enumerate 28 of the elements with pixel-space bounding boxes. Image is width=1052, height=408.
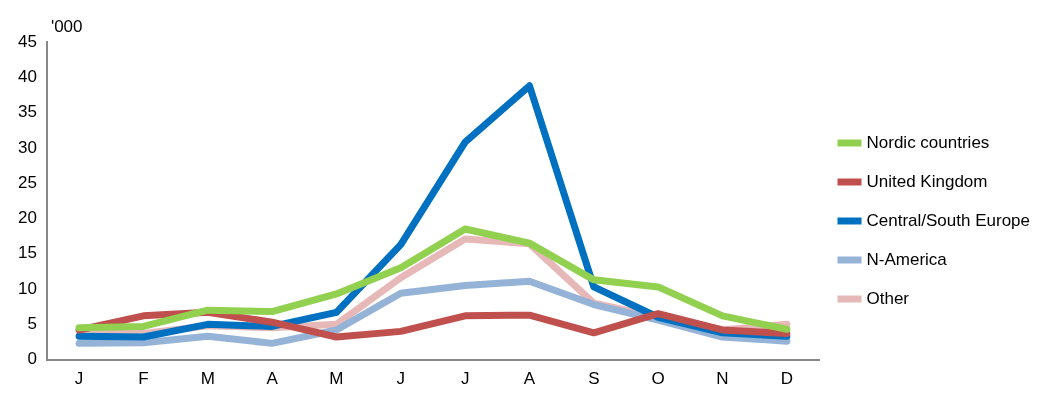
x-tick-label: M xyxy=(200,369,215,389)
x-tick-label: J xyxy=(74,369,84,389)
x-tick-label: J xyxy=(396,369,406,389)
legend-label: N-America xyxy=(866,249,948,269)
x-tick-label: N xyxy=(716,369,729,389)
x-tick-label: A xyxy=(266,369,279,389)
y-tick-label: 5 xyxy=(27,314,37,333)
legend-label: Central/South Europe xyxy=(866,210,1031,230)
x-tick-label: D xyxy=(780,369,793,389)
x-tick-label: M xyxy=(329,369,344,389)
y-tick-label: 0 xyxy=(27,349,37,369)
legend-label: Nordic countries xyxy=(866,132,990,152)
y-tick-label: 40 xyxy=(17,66,37,86)
y-tick-label: 30 xyxy=(17,137,37,157)
x-tick-label: F xyxy=(138,369,149,389)
y-tick-label: 10 xyxy=(17,278,37,298)
y-tick-label: 20 xyxy=(17,208,37,228)
y-tick-label: 45 xyxy=(17,31,37,51)
y-tick-label: 15 xyxy=(17,243,37,263)
legend-label: Other xyxy=(866,288,910,308)
legend-label: United Kingdom xyxy=(866,171,988,191)
x-tick-label: S xyxy=(588,369,600,389)
x-tick-label: A xyxy=(523,369,536,389)
x-tick-label: J xyxy=(460,369,470,389)
x-tick-label: O xyxy=(651,369,665,389)
y-tick-label: 35 xyxy=(17,102,37,122)
y-axis-title: '000 xyxy=(50,17,83,37)
y-tick-label: 25 xyxy=(17,172,37,192)
